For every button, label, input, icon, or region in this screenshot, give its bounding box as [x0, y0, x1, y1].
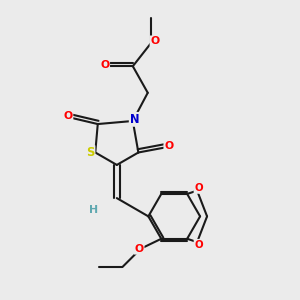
Text: O: O — [63, 111, 73, 121]
Text: O: O — [194, 183, 203, 193]
Text: O: O — [100, 60, 109, 70]
Text: O: O — [194, 240, 203, 250]
Text: O: O — [164, 141, 173, 151]
Text: H: H — [89, 205, 98, 215]
Text: S: S — [86, 146, 94, 159]
Text: O: O — [134, 244, 144, 254]
Text: O: O — [151, 36, 160, 46]
Text: N: N — [130, 113, 139, 126]
